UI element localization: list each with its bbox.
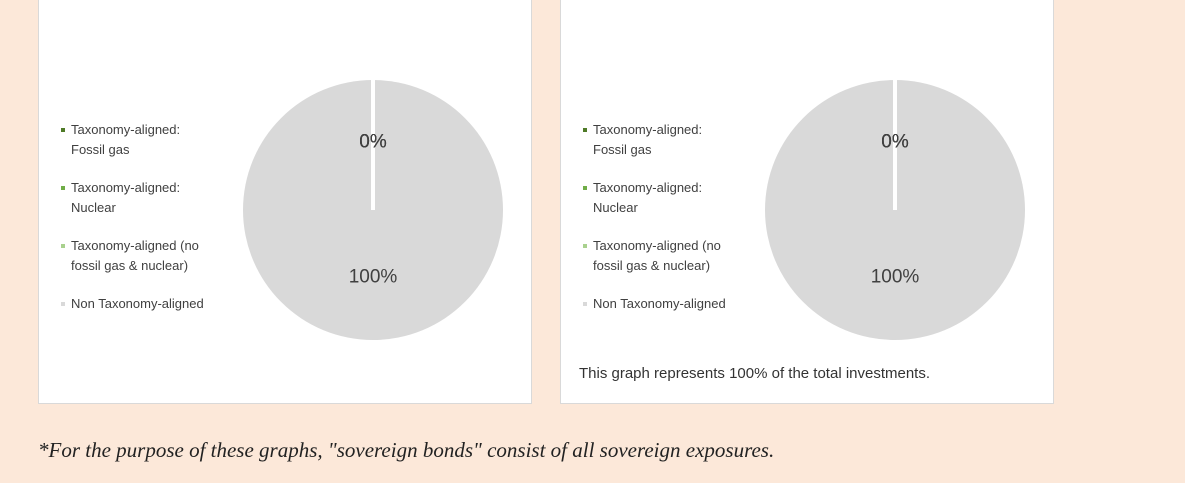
data-label: 0% — [359, 131, 387, 152]
data-label: 0% — [881, 131, 909, 152]
legend-label: Taxonomy-aligned: Fossil gas — [71, 122, 181, 157]
legend-swatch — [583, 244, 587, 248]
legend-label: Taxonomy-aligned (no fossil gas & nuclea… — [71, 238, 199, 273]
legend-item: Taxonomy-aligned: Fossil gas — [583, 120, 733, 178]
legend-label: Non Taxonomy-aligned — [71, 296, 204, 311]
legend-item: Non Taxonomy-aligned — [61, 294, 211, 352]
footnote: *For the purpose of these graphs, "sover… — [38, 438, 775, 462]
legend-item: Taxonomy-aligned: Nuclear — [583, 178, 733, 236]
pie-chart: 0%0%0%100% — [243, 80, 503, 340]
legend-item: Taxonomy-aligned: Fossil gas — [61, 120, 211, 178]
legend-item: Taxonomy-aligned: Nuclear — [61, 178, 211, 236]
data-label: 100% — [349, 267, 398, 288]
data-label: 0% — [359, 131, 387, 152]
caption: This graph represents 100% of the total … — [579, 365, 931, 382]
legend-swatch — [61, 244, 65, 248]
legend-label: Taxonomy-aligned: Nuclear — [71, 180, 181, 215]
legend: Taxonomy-aligned: Fossil gas Taxonomy-ali… — [61, 120, 211, 352]
legend-swatch — [61, 128, 65, 132]
legend: Taxonomy-aligned: Fossil gas Taxonomy-ali… — [583, 120, 733, 352]
legend-item: Taxonomy-aligned (no fossil gas & nuclea… — [61, 236, 211, 294]
data-label: 0% — [359, 131, 387, 152]
data-label: 0% — [881, 131, 909, 152]
chart-card: 0% 0% 0% 100% Taxonomy-aligned: Fossil gas Ta… — [38, 0, 532, 404]
legend-swatch — [583, 128, 587, 132]
legend-swatch — [583, 302, 587, 306]
legend-item: Non Taxonomy-aligned — [583, 294, 733, 352]
legend-swatch — [61, 186, 65, 190]
legend-label: Taxonomy-aligned (no fossil gas & nuclea… — [593, 238, 721, 273]
legend-label: Non Taxonomy-aligned — [593, 296, 726, 311]
legend-swatch — [583, 186, 587, 190]
legend-label: Taxonomy-aligned: Nuclear — [593, 180, 703, 215]
legend-label: Taxonomy-aligned: Fossil gas — [593, 122, 703, 157]
chart-card: 0% 0% 0% 100% Taxonomy-aligned: Fossil gas Ta… — [560, 0, 1054, 404]
data-label: 0% — [881, 131, 909, 152]
legend-item: Taxonomy-aligned (no fossil gas & nuclea… — [583, 236, 733, 294]
data-label: 100% — [871, 267, 920, 288]
pie-chart: 0%0%0%100% — [765, 80, 1025, 340]
legend-swatch — [61, 302, 65, 306]
